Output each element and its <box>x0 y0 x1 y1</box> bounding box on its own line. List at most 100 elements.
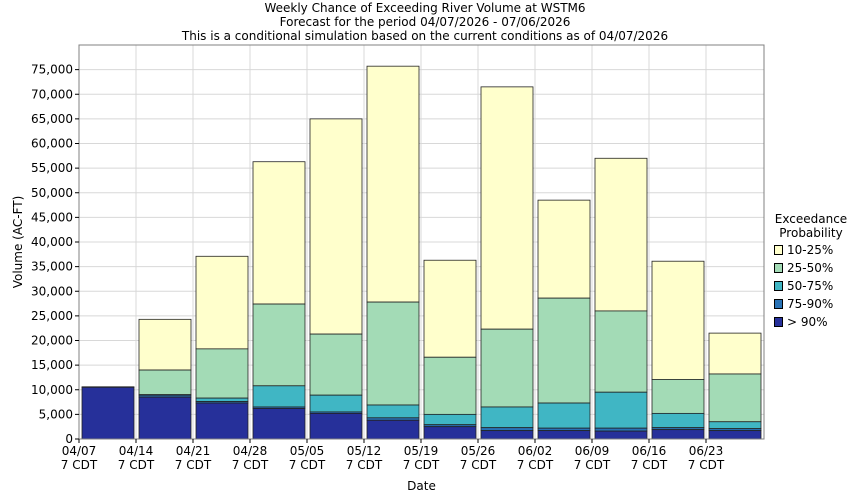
bar-segment <box>195 255 249 350</box>
x-tick-sublabel: 7 CDT <box>631 458 668 472</box>
x-axis-label: Date <box>407 479 436 493</box>
legend-label: 50-75% <box>787 279 834 293</box>
bar-segment <box>594 157 648 312</box>
x-tick-sublabel: 7 CDT <box>346 458 383 472</box>
legend-item: 75-90% <box>774 297 833 311</box>
chart-subtitle-conditions: This is a conditional simulation based o… <box>181 29 669 43</box>
x-tick-sublabel: 7 CDT <box>175 458 212 472</box>
bar-segment <box>594 391 648 429</box>
x-tick-label: 05/26 <box>461 444 496 458</box>
bar-segment <box>195 397 249 402</box>
y-tick-label: 45,000 <box>31 210 73 224</box>
bar-segment <box>309 412 363 440</box>
bar-segment <box>594 310 648 393</box>
y-tick-label: 40,000 <box>31 235 73 249</box>
bar-segment <box>708 332 762 375</box>
x-tick-label: 06/02 <box>518 444 553 458</box>
y-tick-label: 50,000 <box>31 186 73 200</box>
bar-segment <box>366 301 420 406</box>
bar-segment <box>537 402 591 429</box>
y-tick-label: 0 <box>65 432 73 446</box>
x-tick-sublabel: 7 CDT <box>118 458 155 472</box>
bar-segment <box>651 379 705 414</box>
x-tick-label: 04/28 <box>233 444 268 458</box>
y-tick-label: 20,000 <box>31 334 73 348</box>
bar-segment <box>195 402 249 440</box>
y-tick-label: 10,000 <box>31 383 73 397</box>
x-tick-label: 05/19 <box>404 444 439 458</box>
legend-label: 10-25% <box>787 243 834 257</box>
legend-label: > 90% <box>787 315 828 329</box>
x-tick-sublabel: 7 CDT <box>232 458 269 472</box>
y-tick-label: 15,000 <box>31 358 73 372</box>
bar-segment <box>708 373 762 423</box>
bar-segment <box>651 429 705 440</box>
bar-segment <box>594 427 648 432</box>
y-axis-label: Volume (AC-FT) <box>11 196 25 289</box>
y-tick-label: 25,000 <box>31 309 73 323</box>
legend-item: 50-75% <box>774 279 833 293</box>
chart-subtitle-period: Forecast for the period 04/07/2026 - 07/… <box>279 15 571 29</box>
y-tick-label: 75,000 <box>31 63 73 77</box>
chart-title: Weekly Chance of Exceeding River Volume … <box>264 1 586 15</box>
x-tick-label: 06/09 <box>575 444 610 458</box>
x-tick-label: 04/14 <box>119 444 154 458</box>
bar-segment <box>138 369 192 396</box>
bar-segment <box>252 385 306 408</box>
x-tick-sublabel: 7 CDT <box>460 458 497 472</box>
bar-segment <box>480 86 534 330</box>
x-tick-sublabel: 7 CDT <box>574 458 611 472</box>
y-tick-label: 70,000 <box>31 87 73 101</box>
bar-segment <box>138 396 192 440</box>
y-tick-label: 60,000 <box>31 137 73 151</box>
y-tick-label: 55,000 <box>31 161 73 175</box>
y-tick-label: 30,000 <box>31 284 73 298</box>
legend-swatch <box>774 299 783 309</box>
bar-segment <box>708 430 762 440</box>
bar-segment <box>138 318 192 371</box>
x-tick-sublabel: 7 CDT <box>403 458 440 472</box>
bar-segment <box>81 386 135 440</box>
bar-segment <box>537 199 591 299</box>
bar-segment <box>480 430 534 440</box>
x-tick-label: 06/23 <box>689 444 724 458</box>
x-tick-label: 05/12 <box>347 444 382 458</box>
bar-segment <box>252 303 306 387</box>
y-tick-label: 65,000 <box>31 112 73 126</box>
legend-swatch <box>774 317 783 327</box>
bar-segment <box>366 419 420 440</box>
legend-title-line2: Probability <box>779 226 843 240</box>
x-tick-label: 04/21 <box>176 444 211 458</box>
legend-title-line1: Exceedance <box>774 212 848 226</box>
bar-segment <box>594 430 648 440</box>
bar-segment <box>366 404 420 419</box>
legend-label: 75-90% <box>787 297 834 311</box>
bar-segment <box>480 406 534 429</box>
y-tick-label: 5,000 <box>39 407 73 421</box>
bar-segment <box>252 161 306 305</box>
bar-segment <box>309 333 363 396</box>
x-tick-sublabel: 7 CDT <box>688 458 725 472</box>
bar-segment <box>708 421 762 430</box>
x-tick-label: 04/07 <box>62 444 97 458</box>
legend-swatch <box>774 245 783 255</box>
y-tick-label: 35,000 <box>31 260 73 274</box>
legend-label: 25-50% <box>787 261 834 275</box>
bar-segment <box>252 408 306 440</box>
legend-item: 25-50% <box>774 261 833 275</box>
legend-swatch <box>774 263 783 273</box>
x-tick-sublabel: 7 CDT <box>289 458 326 472</box>
bar-segment <box>309 118 363 335</box>
bar-segment <box>423 413 477 426</box>
legend-item: 10-25% <box>774 243 833 257</box>
x-tick-label: 06/16 <box>632 444 667 458</box>
bar-segment <box>537 430 591 440</box>
bar-segment <box>309 394 363 413</box>
x-tick-label: 05/05 <box>290 444 325 458</box>
bar-segment <box>423 259 477 358</box>
legend-item: > 90% <box>774 315 828 329</box>
bar-segment <box>366 65 420 303</box>
bar-segment <box>480 328 534 408</box>
bar-segment <box>651 412 705 429</box>
